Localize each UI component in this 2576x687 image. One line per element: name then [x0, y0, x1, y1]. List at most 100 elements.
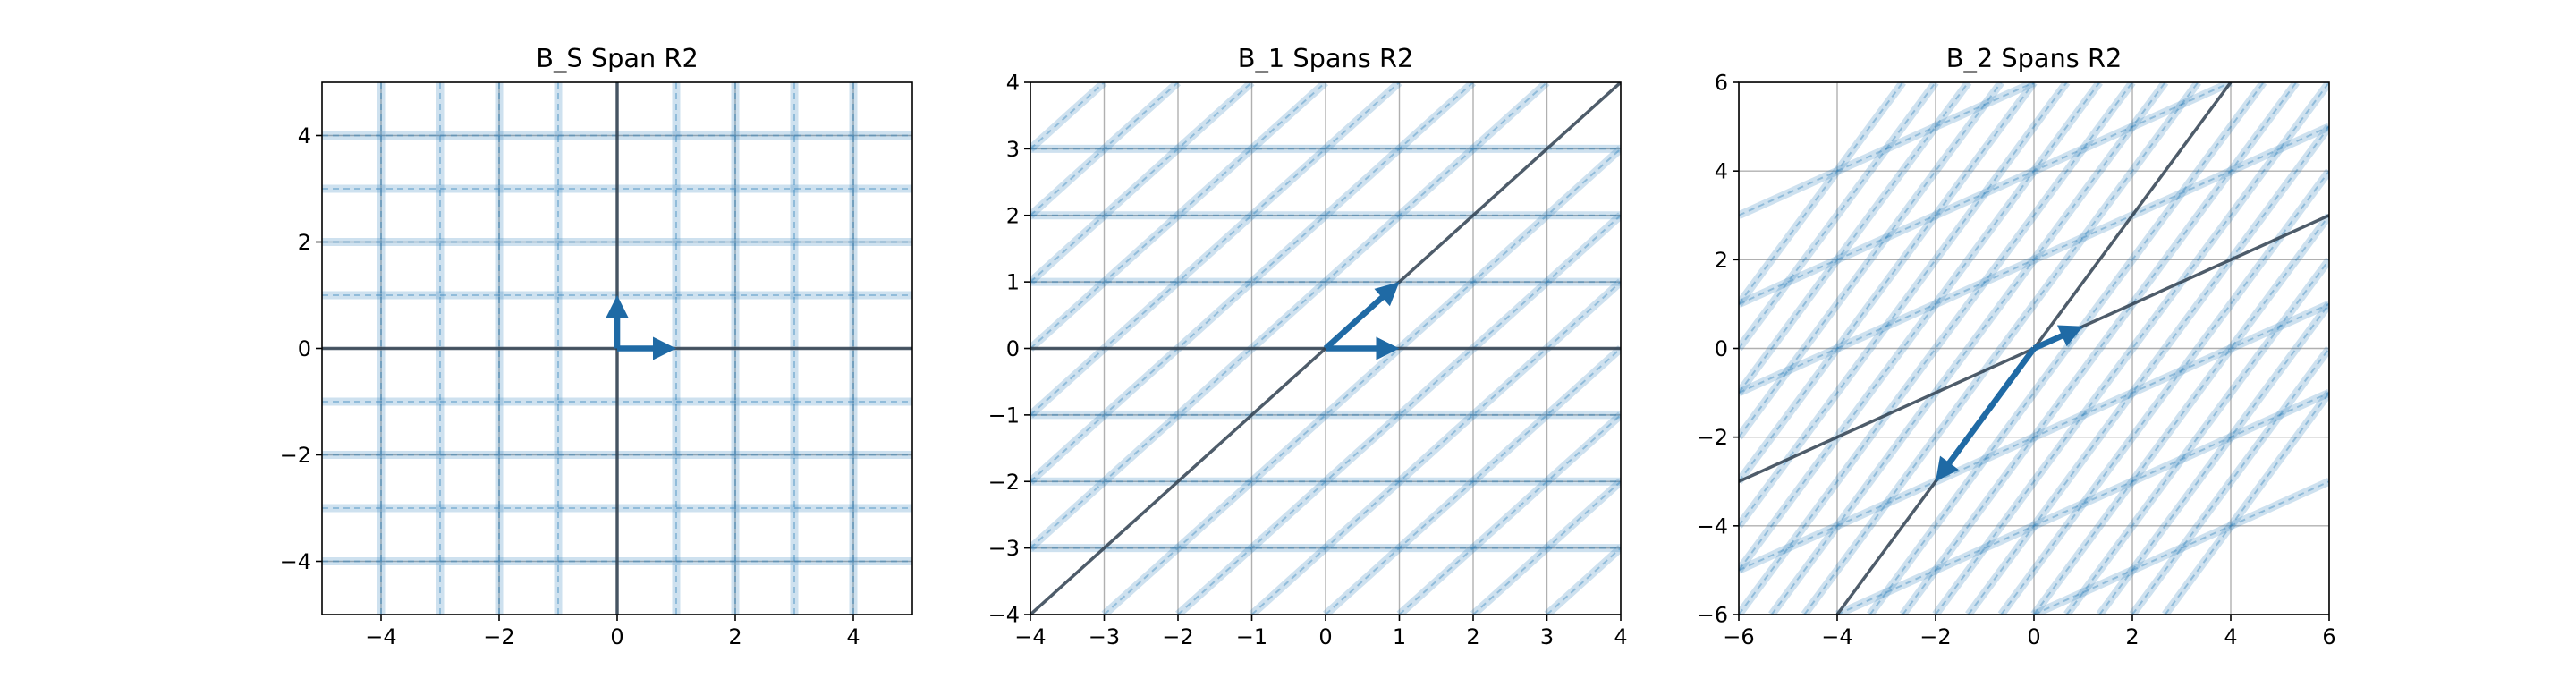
x-tick-label: 0 — [610, 624, 623, 649]
lattice-line — [1030, 82, 1107, 152]
y-tick-label: 4 — [1715, 159, 1728, 184]
x-tick-label: 0 — [1318, 624, 1332, 649]
y-tick-label: 4 — [1006, 71, 1020, 96]
lattice-line-dash — [1103, 148, 1621, 615]
x-tick-label: −2 — [1919, 624, 1951, 649]
plot-area — [322, 82, 912, 615]
lattice-line — [2162, 390, 2329, 615]
lattice-line — [1997, 168, 2329, 615]
x-tick-label: 4 — [1614, 624, 1627, 649]
lattice-line-dash — [1739, 82, 2035, 482]
lattice-line-dash — [1739, 82, 1904, 305]
panel-b-1: −4 −3 −2 −1 0 1 2 3 4 −4 −3 −2 −1 0 1 2 3 4 B_1 Spans R2 — [988, 43, 1628, 649]
lattice-line-dash — [1472, 480, 1621, 615]
plot-area — [1030, 82, 1621, 615]
basis-vector-arrow — [1326, 336, 1400, 360]
basis-vector-arrow — [1323, 282, 1400, 351]
lattice-line — [1867, 82, 2267, 615]
lattice-line — [2096, 301, 2329, 615]
lattice-line — [1101, 146, 1621, 615]
x-tick-label: −6 — [1723, 624, 1754, 649]
lattice-line — [1932, 82, 2329, 615]
y-tick-label: 0 — [1715, 336, 1728, 361]
x-tick-label: 2 — [1466, 624, 1479, 649]
lattice-line-dash — [1739, 82, 2101, 572]
lattice-line — [1739, 123, 2329, 397]
x-tick-label: −4 — [1821, 624, 1852, 649]
basis-vector-arrow — [2032, 325, 2083, 352]
x-tick-label: 3 — [1540, 624, 1554, 649]
lattice-line — [1801, 82, 2201, 615]
lattice-line-dash — [1030, 82, 1401, 416]
lattice-line — [1739, 82, 2136, 615]
lattice-line-dash — [1546, 547, 1621, 615]
lattice-line — [1396, 411, 1621, 615]
lattice-line — [1030, 82, 1477, 485]
y-tick-label: −2 — [988, 470, 1020, 495]
x-tick-label: 6 — [2322, 624, 2335, 649]
lattice-line — [1544, 545, 1621, 615]
y-tick-label: 6 — [1715, 71, 1728, 96]
lattice-line — [1739, 82, 2004, 440]
lattice-line-dash — [1030, 82, 1106, 150]
lattice-line-dash — [1177, 215, 1621, 615]
x-tick-label: −2 — [483, 624, 514, 649]
y-tick-label: 0 — [1006, 336, 1020, 361]
y-tick-label: 2 — [298, 230, 311, 255]
lattice-line — [1174, 212, 1621, 615]
lattice-line — [1739, 82, 1906, 307]
lattice-line — [1835, 388, 2329, 615]
basis-vector-arrow — [1936, 346, 2037, 482]
lattice-line-dash — [1836, 392, 2329, 615]
lattice-line — [1322, 345, 1621, 615]
x-tick-label: −4 — [365, 624, 396, 649]
x-tick-label: 4 — [846, 624, 860, 649]
y-tick-label: −4 — [280, 549, 311, 574]
lattice-line — [1739, 82, 2233, 309]
lattice-line-dash — [2033, 480, 2329, 615]
lattice-line-dash — [1739, 82, 2232, 305]
y-tick-label: 2 — [1715, 248, 1728, 273]
lattice-line-dash — [1398, 414, 1621, 615]
lattice-line-dash — [1935, 82, 2329, 615]
panel-b-1-title: B_1 Spans R2 — [1238, 43, 1414, 73]
panel-b-2-title: B_2 Spans R2 — [1946, 43, 2123, 73]
y-tick-label: −2 — [280, 443, 311, 468]
lattice-line-dash — [1030, 82, 1179, 216]
lattice-line — [1030, 82, 1255, 285]
lattice-line — [1739, 82, 1939, 352]
y-tick-label: −4 — [1697, 513, 1728, 539]
lattice-line — [1965, 123, 2329, 615]
lattice-line-dash — [1739, 82, 2068, 527]
lattice-line-dash — [1030, 82, 1474, 482]
lattice-line — [1739, 82, 1972, 395]
plot-area — [1739, 82, 2329, 615]
lattice-line-dash — [1030, 82, 1548, 549]
lattice-line-dash — [2000, 170, 2329, 615]
x-tick-label: 2 — [728, 624, 741, 649]
lattice-line — [1030, 82, 1329, 352]
lattice-line — [2129, 345, 2329, 615]
lattice-line-dash — [2033, 215, 2329, 615]
x-tick-label: 4 — [2224, 624, 2237, 649]
lattice-line-dash — [1739, 82, 2003, 438]
lattice-line-dash — [1967, 125, 2329, 615]
lattice-line — [1739, 82, 2071, 529]
x-tick-label: 0 — [2027, 624, 2040, 649]
lattice-line — [1768, 82, 2169, 615]
x-tick-label: −4 — [1014, 624, 1046, 649]
lattice-line-dash — [1739, 82, 2133, 615]
lattice-line — [2063, 257, 2329, 615]
y-tick-label: 3 — [1006, 137, 1020, 162]
y-tick-label: −6 — [1697, 603, 1728, 628]
y-tick-label: 0 — [298, 336, 311, 361]
x-tick-label: −3 — [1089, 624, 1120, 649]
lattice-line-dash — [1868, 82, 2265, 615]
lattice-line — [1030, 82, 1402, 419]
lattice-line — [1739, 82, 2103, 573]
lattice-line — [2032, 478, 2329, 615]
lattice-line-dash — [1739, 82, 1936, 350]
basis-vector-arrow — [606, 295, 629, 349]
y-tick-label: 2 — [1006, 203, 1020, 228]
